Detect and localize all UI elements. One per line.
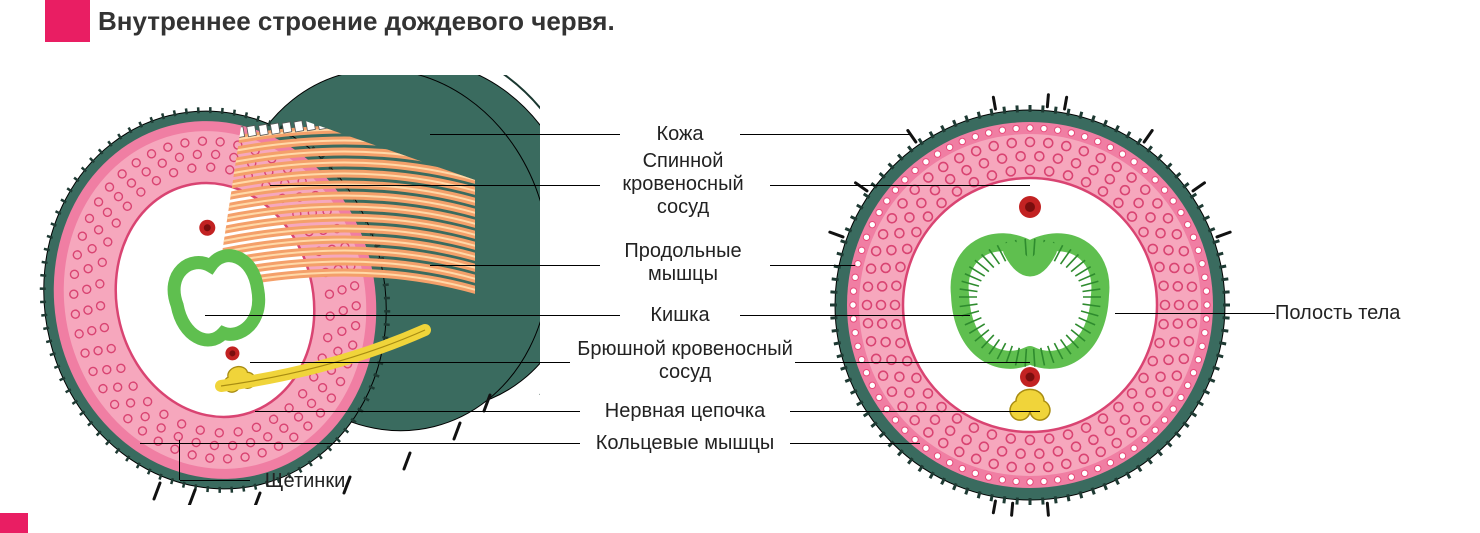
leader <box>795 362 1030 363</box>
label-ventral-vessel: Брюшной кровеносный сосуд <box>555 338 815 384</box>
leader <box>790 411 1040 412</box>
leader <box>790 443 920 444</box>
leader <box>255 411 580 412</box>
page-title: Внутреннее строение дождевого червя. <box>98 6 615 37</box>
label-ring-muscles: Кольцевые мышцы <box>570 432 800 455</box>
leader <box>180 480 250 481</box>
page-marker <box>45 0 90 42</box>
leader <box>1115 313 1275 314</box>
leader <box>740 315 970 316</box>
label-intestine: Кишка <box>620 304 740 327</box>
leader <box>250 362 570 363</box>
label-nerve-cord: Нервная цепочка <box>575 400 795 423</box>
leader <box>140 443 580 444</box>
leader <box>179 440 180 480</box>
label-body-cavity: Полость тела <box>1275 302 1455 325</box>
side-marker <box>0 513 28 533</box>
leader <box>205 315 620 316</box>
leader <box>430 265 600 266</box>
page-number <box>45 0 90 16</box>
leader <box>770 265 855 266</box>
label-dorsal-vessel: Спинной кровеносный сосуд <box>593 150 773 219</box>
leader <box>740 134 910 135</box>
cross-section <box>815 90 1245 520</box>
label-setae: Щетинки <box>245 470 365 493</box>
label-longitudinal-muscles: Продольные мышцы <box>593 240 773 286</box>
diagram-area: Кожа Спинной кровеносный сосуд Продольны… <box>0 70 1480 510</box>
label-skin: Кожа <box>620 123 740 146</box>
leader <box>270 185 600 186</box>
leader <box>430 134 620 135</box>
oblique-section <box>20 75 540 505</box>
leader <box>770 185 1030 186</box>
